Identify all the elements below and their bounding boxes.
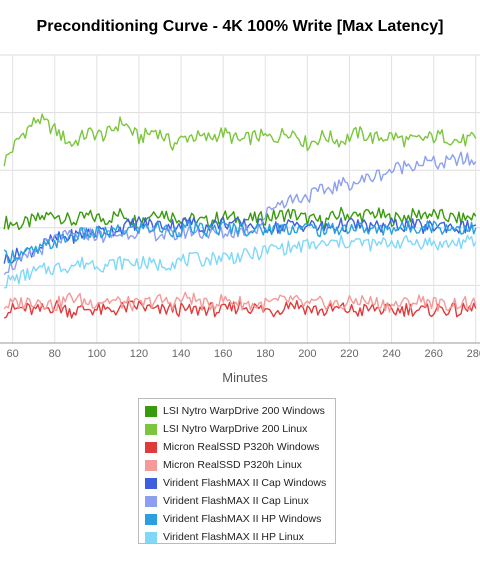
series-line — [3, 113, 477, 167]
legend-label: LSI Nytro WarpDrive 200 Linux — [163, 423, 308, 435]
x-tick-label: 100 — [88, 348, 106, 360]
x-tick-label: 140 — [172, 348, 190, 360]
series-line — [4, 234, 477, 289]
legend-label: Virident FlashMAX II HP Linux — [163, 531, 304, 543]
legend-item: Micron RealSSD P320h Linux — [145, 456, 335, 474]
x-tick-label: 180 — [256, 348, 274, 360]
x-tick-label: 80 — [49, 348, 61, 360]
x-tick-label: 280 — [467, 348, 480, 360]
legend-item: Virident FlashMAX II HP Linux — [145, 528, 335, 546]
chart-legend: LSI Nytro WarpDrive 200 Windows LSI Nytro… — [138, 398, 336, 544]
legend-swatch — [145, 423, 157, 435]
series-line — [3, 291, 477, 313]
legend-item: Micron RealSSD P320h Windows — [145, 438, 335, 456]
x-tick-label: 240 — [382, 348, 400, 360]
legend-label: Micron RealSSD P320h Windows — [163, 441, 320, 453]
x-tick-label: 200 — [298, 348, 316, 360]
legend-item: Virident FlashMAX II Cap Linux — [145, 492, 335, 510]
x-axis-label: Minutes — [222, 370, 268, 385]
x-tick-label: 120 — [130, 348, 148, 360]
legend-item: Virident FlashMAX II HP Windows — [145, 510, 335, 528]
legend-swatch — [145, 459, 157, 471]
legend-label: LSI Nytro WarpDrive 200 Windows — [163, 405, 325, 417]
legend-label: Micron RealSSD P320h Linux — [163, 459, 302, 471]
chart-title: Preconditioning Curve - 4K 100% Write [M… — [36, 18, 444, 35]
x-tick-label: 260 — [425, 348, 443, 360]
legend-swatch — [145, 495, 157, 507]
legend-label: Virident FlashMAX II HP Windows — [163, 513, 322, 525]
legend-label: Virident FlashMAX II Cap Windows — [163, 477, 327, 489]
series-line — [3, 300, 477, 319]
legend-label: Virident FlashMAX II Cap Linux — [163, 495, 309, 507]
x-tick-label: 160 — [214, 348, 232, 360]
legend-item: Virident FlashMAX II Cap Windows — [145, 474, 335, 492]
x-tick-label: 220 — [340, 348, 358, 360]
legend-swatch — [145, 513, 157, 525]
legend-swatch — [145, 405, 157, 417]
series-line — [3, 216, 477, 265]
legend-item: LSI Nytro WarpDrive 200 Linux — [145, 420, 335, 438]
legend-item: LSI Nytro WarpDrive 200 Windows — [145, 402, 335, 420]
legend-swatch — [145, 441, 157, 453]
legend-swatch — [145, 531, 157, 543]
x-tick-label: 60 — [7, 348, 19, 360]
legend-swatch — [145, 477, 157, 489]
series-line — [3, 220, 477, 264]
